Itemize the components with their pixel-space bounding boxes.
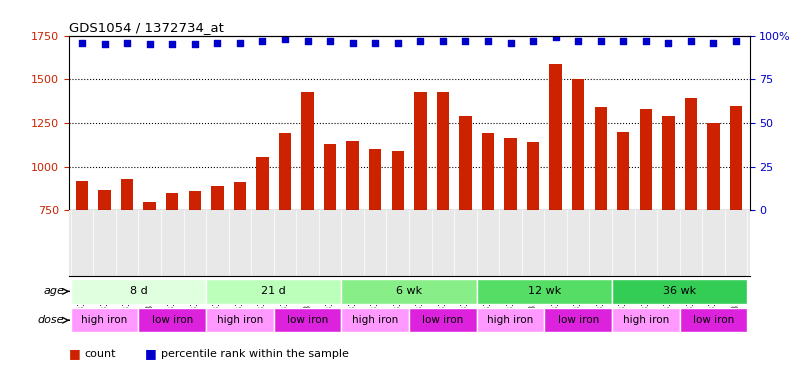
Text: ■: ■ <box>145 348 157 360</box>
Bar <box>392 151 404 210</box>
Bar <box>505 138 517 210</box>
Bar <box>550 64 562 210</box>
Text: 8 d: 8 d <box>130 286 147 296</box>
Bar <box>256 157 268 210</box>
Bar <box>409 308 476 332</box>
Bar <box>279 134 291 210</box>
Text: high iron: high iron <box>488 315 534 325</box>
Bar <box>301 92 314 210</box>
Bar <box>476 308 544 332</box>
Bar <box>640 109 652 210</box>
Bar <box>482 134 494 210</box>
Point <box>369 40 382 46</box>
Bar <box>121 179 133 210</box>
Point <box>549 34 562 40</box>
Bar <box>730 105 742 210</box>
Text: high iron: high iron <box>217 315 263 325</box>
Point <box>526 38 539 44</box>
Text: low iron: low iron <box>152 315 193 325</box>
Point <box>392 40 405 46</box>
Bar <box>206 308 274 332</box>
Point <box>279 36 292 42</box>
Text: high iron: high iron <box>623 315 669 325</box>
Text: 21 d: 21 d <box>261 286 286 296</box>
Bar <box>527 142 539 210</box>
Bar <box>612 308 679 332</box>
Point <box>347 40 359 46</box>
Point <box>324 38 337 44</box>
Point <box>594 38 607 44</box>
Bar <box>685 98 697 210</box>
Text: dose: dose <box>38 315 64 325</box>
Text: low iron: low iron <box>422 315 463 325</box>
Point <box>639 38 652 44</box>
Bar <box>143 202 156 210</box>
Bar <box>679 308 747 332</box>
Bar <box>437 92 449 210</box>
Point <box>571 38 584 44</box>
Text: high iron: high iron <box>81 315 127 325</box>
Text: 6 wk: 6 wk <box>396 286 422 296</box>
Bar <box>274 308 342 332</box>
Point <box>166 41 179 47</box>
Point <box>729 38 742 44</box>
Point <box>481 38 494 44</box>
Text: low iron: low iron <box>287 315 328 325</box>
Bar <box>617 132 629 210</box>
Bar <box>544 308 612 332</box>
Bar <box>189 191 201 210</box>
Bar <box>211 186 223 210</box>
Bar <box>76 181 88 210</box>
Text: GDS1054 / 1372734_at: GDS1054 / 1372734_at <box>69 21 223 34</box>
Text: low iron: low iron <box>558 315 599 325</box>
Bar <box>572 80 584 210</box>
Point <box>143 41 156 47</box>
Point <box>76 40 89 46</box>
Point <box>189 41 202 47</box>
Bar <box>342 308 409 332</box>
Point <box>684 38 697 44</box>
Text: high iron: high iron <box>352 315 398 325</box>
Point <box>98 41 111 47</box>
Point <box>256 38 269 44</box>
Text: low iron: low iron <box>693 315 734 325</box>
Bar <box>708 123 720 210</box>
Bar <box>71 308 139 332</box>
Text: 36 wk: 36 wk <box>663 286 696 296</box>
Point <box>234 40 247 46</box>
Point <box>301 38 314 44</box>
Bar <box>234 182 246 210</box>
Bar <box>459 116 472 210</box>
Text: percentile rank within the sample: percentile rank within the sample <box>161 349 349 359</box>
Bar <box>206 279 342 303</box>
Point <box>617 38 629 44</box>
Bar <box>166 193 178 210</box>
Bar <box>476 279 612 303</box>
Bar <box>612 279 747 303</box>
Text: ■: ■ <box>69 348 81 360</box>
Bar <box>595 107 607 210</box>
Bar <box>663 116 675 210</box>
Point <box>211 40 224 46</box>
Bar <box>324 144 336 210</box>
Text: 12 wk: 12 wk <box>528 286 561 296</box>
Text: count: count <box>85 349 116 359</box>
Bar <box>71 279 206 303</box>
Point <box>413 38 426 44</box>
Point <box>436 38 449 44</box>
Bar <box>342 279 476 303</box>
Bar <box>98 190 110 210</box>
Bar <box>347 141 359 210</box>
Point <box>121 40 134 46</box>
Point <box>459 38 472 44</box>
Text: age: age <box>44 286 64 296</box>
Bar <box>369 149 381 210</box>
Point <box>707 40 720 46</box>
Point <box>504 40 517 46</box>
Bar <box>139 308 206 332</box>
Point <box>662 40 675 46</box>
Bar <box>414 92 426 210</box>
